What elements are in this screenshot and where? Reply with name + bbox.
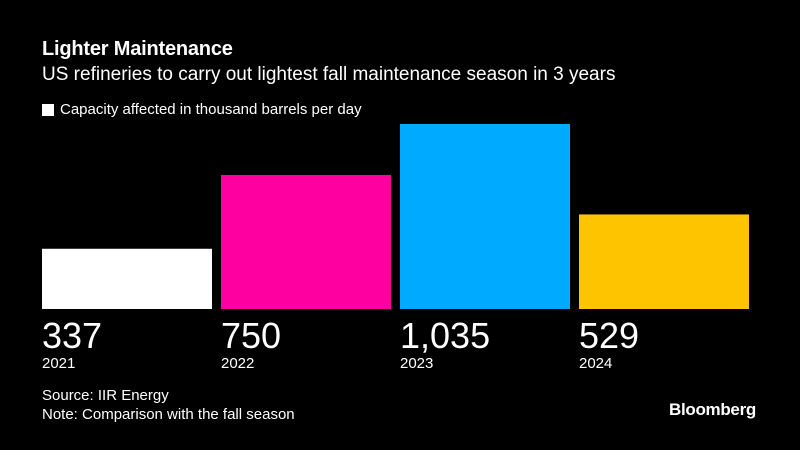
category-label-2024: 2024 [579, 355, 612, 372]
chart-title: Lighter Maintenance [42, 38, 233, 60]
bar-2024 [579, 214, 749, 309]
bar-2021 [42, 248, 212, 309]
source-text: Source: IIR Energy [42, 387, 169, 404]
value-label-2023: 1,035 [400, 315, 490, 356]
source-note: Source: IIR Energy Note: Comparison with… [42, 386, 295, 424]
value-label-2024: 529 [579, 315, 639, 356]
bar-2023 [400, 124, 570, 309]
category-label-2023: 2023 [400, 355, 433, 372]
legend: Capacity affected in thousand barrels pe… [42, 101, 362, 118]
legend-label: Capacity affected in thousand barrels pe… [60, 101, 362, 118]
note-text: Note: Comparison with the fall season [42, 406, 295, 423]
category-label-2022: 2022 [221, 355, 254, 372]
chart-subtitle: US refineries to carry out lightest fall… [42, 64, 616, 85]
value-label-2021: 337 [42, 315, 102, 356]
legend-swatch [42, 103, 54, 116]
bar-2022 [221, 174, 391, 309]
value-label-2022: 750 [221, 315, 281, 356]
category-label-2021: 2021 [42, 355, 75, 372]
bloomberg-logo: Bloomberg [668, 400, 756, 419]
